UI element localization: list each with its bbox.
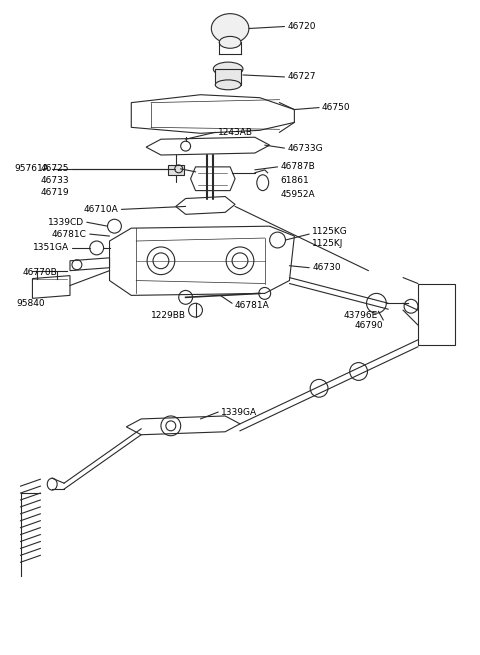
Text: 61861: 61861 [280, 176, 309, 185]
Text: 95761A: 95761A [14, 164, 49, 174]
Text: 46781C: 46781C [52, 230, 87, 238]
Bar [418, 284, 456, 345]
Text: 46725: 46725 [40, 164, 69, 174]
Text: 43796E: 43796E [344, 310, 378, 320]
Text: 95840: 95840 [16, 299, 45, 308]
Text: 46720: 46720 [288, 22, 316, 31]
Text: 46790: 46790 [355, 320, 384, 329]
Text: 46770B: 46770B [23, 268, 57, 277]
Text: 1339CD: 1339CD [48, 217, 84, 227]
Text: 46710A: 46710A [84, 205, 119, 214]
Text: 1243AB: 1243AB [218, 128, 253, 137]
Text: 1351GA: 1351GA [33, 244, 69, 252]
Text: 46750: 46750 [322, 103, 351, 112]
Text: 45952A: 45952A [280, 190, 315, 199]
Text: 1125KJ: 1125KJ [312, 240, 344, 248]
Text: 46787B: 46787B [280, 162, 315, 172]
Text: 46733G: 46733G [288, 143, 323, 153]
Text: 46730: 46730 [312, 263, 341, 272]
Text: 46719: 46719 [40, 188, 69, 197]
Text: 1339GA: 1339GA [221, 407, 257, 417]
Ellipse shape [211, 14, 249, 43]
Ellipse shape [213, 62, 243, 76]
Bar [216, 69, 241, 85]
Text: 1125KG: 1125KG [312, 227, 348, 236]
Ellipse shape [219, 37, 241, 48]
Text: 1229BB: 1229BB [151, 310, 186, 320]
Text: 46727: 46727 [288, 73, 316, 81]
Ellipse shape [216, 80, 241, 90]
Text: 46781A: 46781A [235, 301, 270, 310]
Bar [168, 165, 184, 175]
Text: 46733: 46733 [40, 176, 69, 185]
